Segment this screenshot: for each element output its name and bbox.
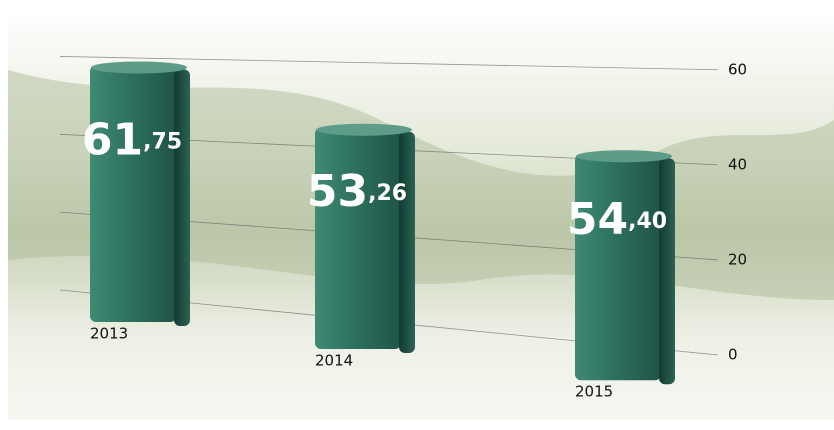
y-tick-label: 40 bbox=[728, 155, 747, 173]
x-tick-label: 2014 bbox=[315, 352, 353, 370]
bar-top bbox=[91, 61, 187, 74]
bar-side bbox=[399, 131, 415, 353]
value-label: 54,40 bbox=[567, 194, 667, 245]
y-tick-label: 20 bbox=[728, 250, 747, 268]
bar bbox=[575, 150, 675, 385]
grid-line bbox=[59, 56, 719, 71]
bar-side bbox=[174, 69, 190, 326]
bar-side bbox=[659, 158, 675, 385]
bar-front bbox=[575, 154, 661, 381]
bar bbox=[315, 123, 415, 353]
y-tick-label: 60 bbox=[728, 60, 747, 78]
bar-top bbox=[576, 150, 672, 163]
bar bbox=[90, 61, 190, 326]
value-label: 53,26 bbox=[307, 166, 407, 217]
value-label: 61,75 bbox=[82, 114, 182, 165]
bar-top bbox=[316, 123, 412, 136]
bar-front bbox=[315, 127, 401, 350]
x-tick-label: 2013 bbox=[90, 325, 128, 343]
x-tick-label: 2015 bbox=[575, 383, 613, 401]
bar-front bbox=[90, 65, 176, 322]
y-tick-label: 0 bbox=[728, 346, 738, 364]
